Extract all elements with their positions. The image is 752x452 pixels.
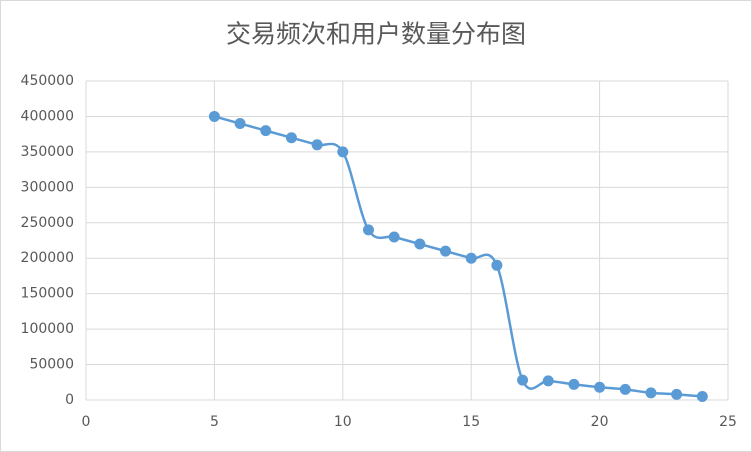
- data-point: [414, 238, 426, 250]
- y-tick-label: 300000: [21, 179, 74, 195]
- data-point: [465, 252, 477, 264]
- x-tick-label: 20: [591, 414, 609, 430]
- y-tick-label: 350000: [21, 144, 74, 160]
- data-point: [542, 375, 554, 387]
- y-tick-label: 50000: [29, 357, 74, 373]
- data-point: [517, 374, 529, 386]
- data-point: [568, 378, 580, 390]
- y-tick-label: 200000: [21, 250, 74, 266]
- y-tick-label: 0: [65, 392, 74, 408]
- data-point: [645, 387, 657, 399]
- data-point: [491, 259, 503, 271]
- data-point: [337, 146, 349, 158]
- y-tick-label: 450000: [21, 73, 74, 89]
- x-tick-label: 0: [82, 414, 91, 430]
- data-point: [311, 139, 323, 151]
- data-point: [285, 132, 297, 144]
- data-point: [671, 388, 683, 400]
- data-point: [208, 110, 220, 122]
- y-tick-label: 100000: [21, 321, 74, 337]
- x-tick-label: 25: [719, 414, 737, 430]
- data-point: [260, 125, 272, 137]
- data-point: [594, 381, 606, 393]
- y-tick-label: 400000: [21, 108, 74, 124]
- data-point: [619, 383, 631, 395]
- data-point: [696, 390, 708, 402]
- data-point: [388, 231, 400, 243]
- data-point: [362, 224, 374, 236]
- y-tick-label: 150000: [21, 286, 74, 302]
- y-tick-label: 250000: [21, 215, 74, 231]
- x-tick-label: 10: [334, 414, 352, 430]
- x-tick-label: 15: [462, 414, 480, 430]
- chart-title: 交易频次和用户数量分布图: [226, 20, 526, 49]
- data-point: [234, 118, 246, 130]
- x-tick-label: 5: [210, 414, 219, 430]
- data-point: [440, 245, 452, 257]
